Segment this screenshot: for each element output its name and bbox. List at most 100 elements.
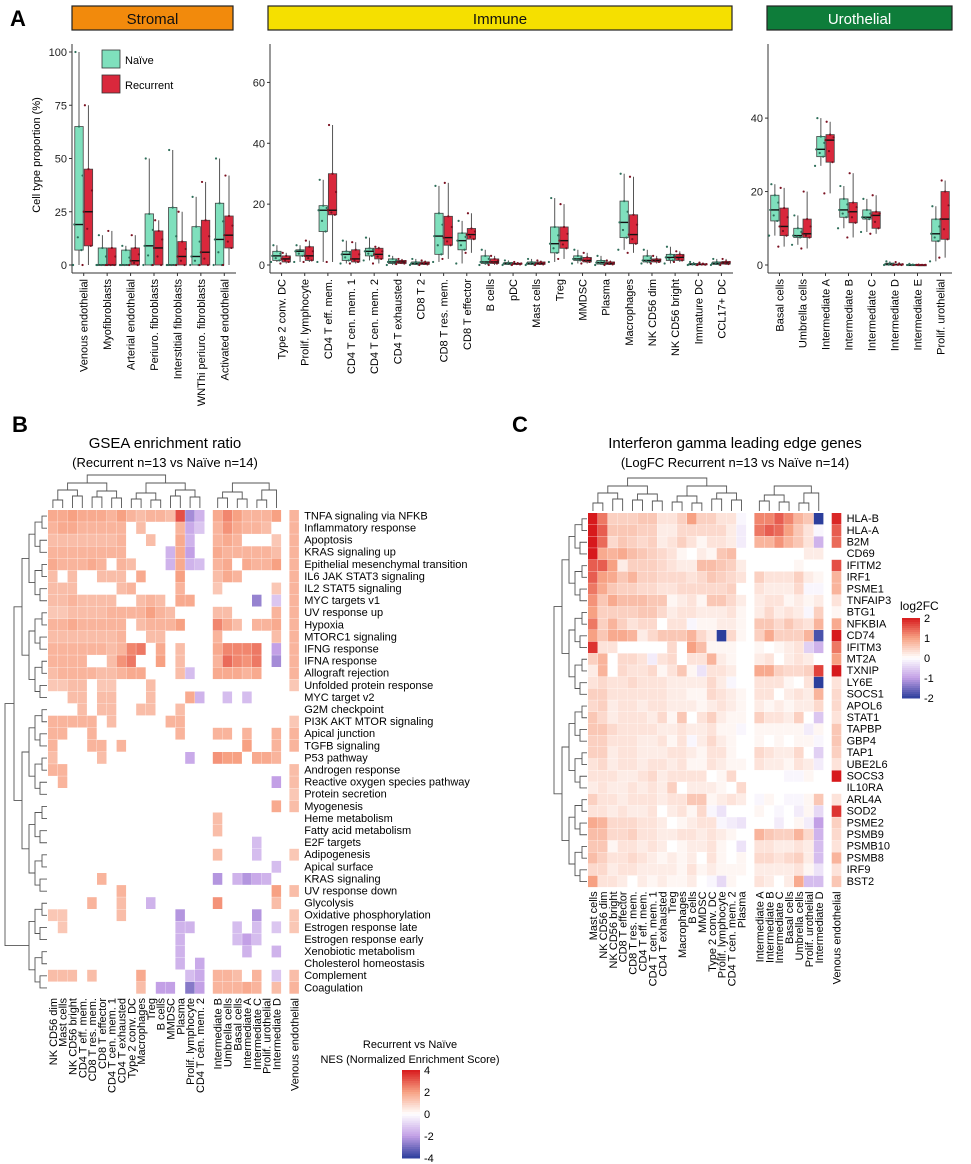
- heatmap-cell: [116, 510, 127, 522]
- heatmap-cell: [165, 546, 176, 559]
- heatmap-cell: [716, 735, 727, 747]
- x-tick-label: Basal cells: [775, 279, 787, 332]
- heatmap-cell: [696, 665, 707, 677]
- heatmap-cell: [146, 945, 156, 958]
- heatmap-cell: [242, 510, 252, 522]
- heatmap-cell: [242, 873, 252, 885]
- column-label: Treg: [667, 891, 679, 913]
- heatmap-cell: [736, 583, 747, 595]
- heatmap-cell: [813, 618, 824, 630]
- x-tick-label: CD4 T eff. mem.: [323, 279, 335, 359]
- legend-gradient-step: [902, 670, 920, 673]
- row-label: MTORC1 signaling: [304, 631, 397, 643]
- heatmap-cell: [97, 667, 107, 680]
- heatmap-cell: [726, 805, 737, 817]
- heatmap-cell: [185, 667, 195, 680]
- heatmap-cell: [97, 691, 107, 704]
- legend-gradient-step: [902, 642, 920, 645]
- heatmap-cell: [289, 582, 299, 595]
- heatmap-cell: [136, 679, 146, 692]
- dendrogram-branch: [39, 781, 47, 795]
- heatmap-cell: [48, 594, 58, 607]
- heatmap-cell: [667, 559, 677, 572]
- heatmap-cell: [185, 570, 195, 583]
- data-point: [280, 257, 283, 261]
- data-point: [370, 254, 373, 257]
- data-point: [441, 257, 444, 261]
- heatmap-cell: [774, 875, 784, 888]
- heatmap-cell: [706, 571, 717, 583]
- heatmap-cell: [165, 667, 176, 680]
- heatmap-cell: [607, 548, 618, 560]
- heatmap-cell: [242, 800, 252, 813]
- heatmap-cell: [736, 805, 747, 817]
- box-na-ve: [214, 202, 225, 266]
- heatmap-cell: [667, 805, 677, 817]
- heatmap-cell: [696, 793, 707, 806]
- heatmap-cell: [67, 679, 78, 692]
- dendrogram-branch: [579, 869, 587, 882]
- heatmap-cell: [588, 817, 598, 829]
- data-point: [627, 233, 630, 236]
- heatmap-cell: [261, 618, 272, 631]
- row-label: ARL4A: [847, 794, 883, 806]
- heatmap-cell: [106, 897, 117, 909]
- data-point: [767, 234, 771, 237]
- heatmap-cell: [136, 510, 146, 522]
- dendrogram-branch: [581, 846, 587, 859]
- data-point: [652, 254, 655, 257]
- data-point: [626, 251, 629, 254]
- heatmap-cell: [67, 643, 78, 655]
- heatmap-cell: [77, 546, 87, 559]
- dendrogram-branch: [686, 485, 728, 496]
- legend-gradient-step: [402, 1100, 420, 1104]
- data-point: [822, 155, 825, 158]
- data-point: [441, 223, 444, 226]
- data-point: [376, 255, 379, 258]
- heatmap-cell: [813, 805, 824, 817]
- heatmap-cell: [607, 770, 618, 782]
- heatmap-cell: [271, 860, 282, 873]
- heatmap-cell: [57, 824, 68, 837]
- heatmap-cell: [784, 747, 794, 759]
- heatmap-cell: [116, 618, 127, 631]
- heatmap-cell: [116, 945, 127, 958]
- data-point: [410, 262, 413, 265]
- heatmap-cell: [126, 800, 136, 813]
- data-point: [461, 231, 464, 235]
- heatmap-cell: [126, 510, 136, 522]
- heatmap-cell: [252, 510, 262, 522]
- heatmap-cell: [726, 840, 737, 852]
- heatmap-cell: [242, 534, 252, 546]
- row-label: CD69: [847, 548, 875, 560]
- x-tick-label: Macrophages: [624, 279, 636, 346]
- heatmap-cell: [165, 788, 176, 801]
- column-label: Intermediate A: [754, 891, 766, 963]
- heatmap-cell: [185, 800, 195, 813]
- heatmap-cell: [597, 758, 608, 771]
- column-label: CD8 T effector: [97, 998, 109, 1069]
- heatmap-cell: [48, 570, 58, 583]
- heatmap-cell: [813, 513, 824, 525]
- data-point: [478, 263, 481, 267]
- heatmap-cell: [706, 524, 717, 537]
- dendrogram-branch: [671, 501, 683, 511]
- heatmap-cell: [627, 700, 638, 712]
- heatmap-cell: [77, 909, 87, 922]
- heatmap-cell: [155, 534, 166, 546]
- heatmap-cell: [57, 618, 68, 631]
- heatmap-cell: [155, 860, 166, 873]
- heatmap-cell: [252, 739, 262, 752]
- heatmap-cell: [687, 513, 697, 525]
- heatmap-cell: [242, 582, 252, 595]
- heatmap-cell: [696, 758, 707, 771]
- heatmap-cell: [736, 793, 747, 806]
- heatmap-cell: [696, 513, 707, 525]
- heatmap-cell: [647, 758, 657, 771]
- heatmap-cell: [754, 641, 764, 654]
- data-point: [594, 263, 597, 267]
- heatmap-cell: [617, 571, 628, 583]
- heatmap-cell: [48, 618, 58, 631]
- data-point: [436, 244, 439, 247]
- heatmap-cell: [261, 957, 272, 970]
